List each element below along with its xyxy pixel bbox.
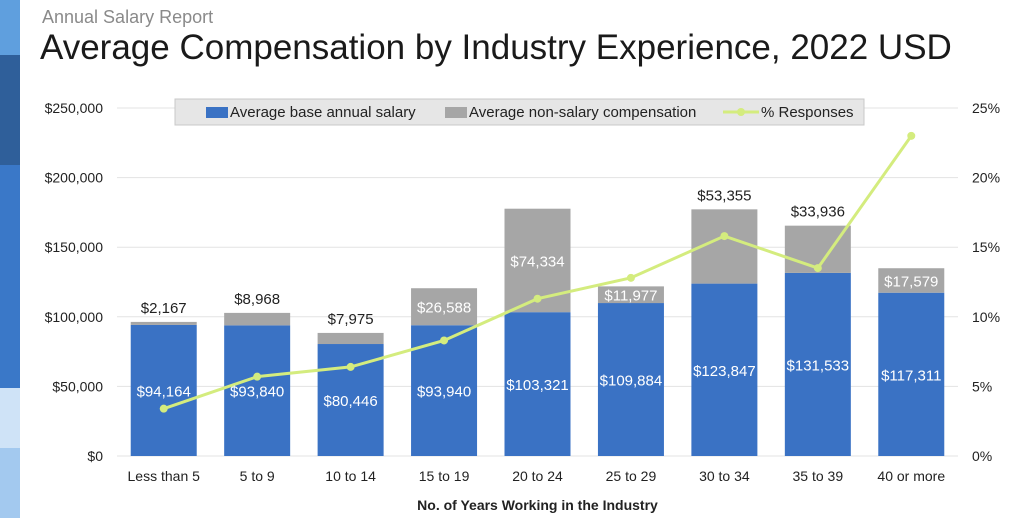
- y2-tick-label: 10%: [972, 309, 1000, 325]
- bar-base-salary: [224, 325, 291, 456]
- non-salary-label: $53,355: [697, 187, 751, 204]
- bar-base-salary: [784, 272, 851, 456]
- y-tick-label: $0: [87, 448, 103, 464]
- bar-base-salary: [317, 344, 384, 456]
- side-color-strip: [0, 0, 20, 518]
- base-salary-label: $131,533: [787, 357, 850, 374]
- legend-swatch: [445, 107, 467, 118]
- bar-base-salary: [504, 312, 571, 456]
- side-strip-segment: [0, 448, 20, 518]
- base-salary-label: $103,321: [506, 377, 569, 394]
- responses-point: [533, 294, 542, 303]
- side-strip-segment: [0, 0, 20, 55]
- responses-point: [813, 264, 822, 273]
- x-tick-label: 30 to 34: [699, 468, 750, 484]
- x-tick-label: Less than 5: [128, 468, 201, 484]
- y-tick-label: $200,000: [45, 170, 104, 186]
- responses-point: [346, 362, 355, 371]
- x-tick-label: 15 to 19: [419, 468, 470, 484]
- y-tick-label: $50,000: [52, 378, 103, 394]
- bar-non-salary: [878, 268, 945, 293]
- bar-non-salary: [597, 286, 664, 304]
- x-tick-label: 20 to 24: [512, 468, 563, 484]
- side-strip-segment: [0, 165, 20, 280]
- y-tick-label: $150,000: [45, 239, 104, 255]
- report-kicker: Annual Salary Report: [42, 7, 214, 27]
- base-salary-label: $117,311: [881, 367, 941, 384]
- bar-non-salary: [317, 332, 384, 345]
- legend-marker: [737, 108, 745, 116]
- base-salary-label: $123,847: [693, 363, 756, 380]
- non-salary-label: $7,975: [328, 311, 374, 328]
- x-tick-label: 5 to 9: [240, 468, 275, 484]
- bar-non-salary: [411, 288, 478, 326]
- bar-base-salary: [130, 324, 197, 456]
- y-tick-label: $250,000: [45, 100, 104, 116]
- bar-base-salary: [691, 283, 758, 456]
- y2-tick-label: 25%: [972, 100, 1000, 116]
- responses-point: [440, 336, 449, 345]
- bar-base-salary: [878, 292, 945, 456]
- x-tick-label: 10 to 14: [325, 468, 376, 484]
- responses-point: [907, 131, 916, 140]
- responses-point: [253, 372, 262, 381]
- non-salary-label: $2,167: [141, 300, 187, 317]
- y-tick-label: $100,000: [45, 309, 104, 325]
- responses-point: [720, 232, 729, 241]
- bar-base-salary: [597, 303, 664, 456]
- non-salary-label: $33,936: [791, 204, 845, 221]
- y2-tick-label: 0%: [972, 448, 992, 464]
- x-tick-label: 25 to 29: [606, 468, 657, 484]
- base-salary-label: $109,884: [600, 373, 663, 390]
- base-salary-label: $93,940: [417, 384, 471, 401]
- responses-point: [159, 404, 168, 413]
- base-salary-label: $80,446: [323, 393, 377, 410]
- bar-non-salary: [224, 312, 291, 326]
- non-salary-label: $17,579: [884, 273, 938, 290]
- bar-non-salary: [130, 321, 197, 325]
- x-tick-label: 40 or more: [877, 468, 945, 484]
- responses-point: [626, 273, 635, 282]
- legend-label: Average base annual salary: [230, 104, 416, 121]
- x-tick-label: 35 to 39: [793, 468, 844, 484]
- legend-swatch: [206, 107, 228, 118]
- y2-tick-label: 20%: [972, 170, 1000, 186]
- chart-title: Average Compensation by Industry Experie…: [40, 28, 952, 67]
- non-salary-label: $11,977: [604, 288, 657, 305]
- side-strip-segment: [0, 280, 20, 388]
- non-salary-label: $26,588: [417, 300, 471, 317]
- side-strip-segment: [0, 55, 20, 165]
- y2-tick-label: 5%: [972, 378, 992, 394]
- non-salary-label: $74,334: [510, 253, 564, 270]
- non-salary-label: $8,968: [234, 291, 280, 308]
- base-salary-label: $93,840: [230, 384, 284, 401]
- side-strip-segment: [0, 388, 20, 448]
- x-axis-title: No. of Years Working in the Industry: [417, 497, 658, 513]
- legend-label: % Responses: [761, 104, 854, 121]
- y2-tick-label: 15%: [972, 239, 1000, 255]
- base-salary-label: $94,164: [137, 383, 191, 400]
- legend-label: Average non-salary compensation: [469, 104, 696, 121]
